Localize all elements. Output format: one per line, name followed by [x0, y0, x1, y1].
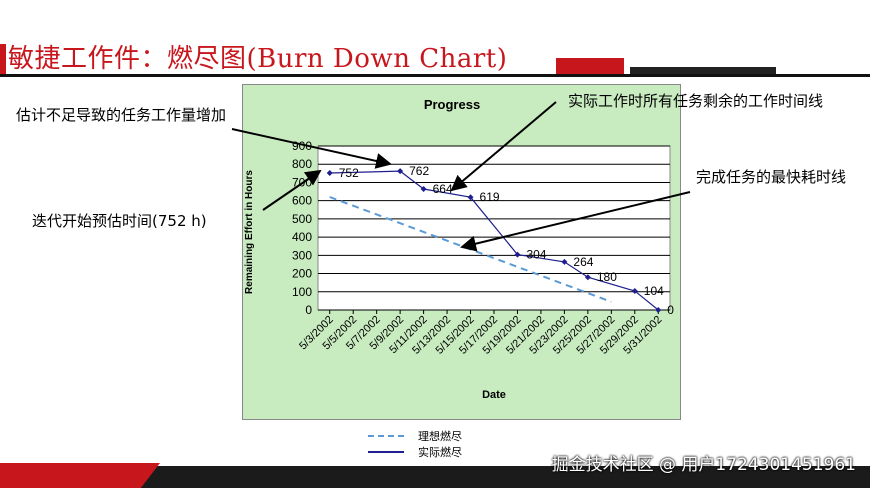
y-tick-label: 500: [292, 212, 312, 226]
arrow-estimate-increase: [231, 128, 392, 169]
callout-actual-line: 实际工作时所有任务剩余的工作时间线: [568, 92, 824, 110]
chart-title: Progress: [424, 97, 480, 112]
data-label: 304: [526, 248, 546, 262]
header-decoration-red: [556, 58, 624, 74]
data-point: [561, 258, 568, 265]
data-label: 180: [597, 270, 617, 284]
data-label: 752: [339, 166, 359, 180]
header-decoration-dark: [630, 67, 776, 75]
data-point: [631, 288, 638, 295]
y-tick-label: 300: [292, 248, 312, 262]
x-axis-label: Date: [482, 389, 506, 401]
data-point: [655, 307, 662, 313]
y-tick-label: 200: [292, 267, 312, 281]
data-point: [584, 274, 591, 281]
data-point: [420, 186, 427, 193]
arrow-iteration-start: [262, 169, 322, 211]
title-divider: [0, 74, 870, 77]
data-label: 664: [433, 182, 453, 196]
callout-fastest-line: 完成任务的最快耗时线: [696, 168, 847, 186]
y-tick-label: 600: [292, 194, 312, 208]
y-tick-label: 100: [292, 285, 312, 299]
data-point: [514, 251, 521, 258]
watermark: 掘金技术社区 @ 用户1724301451961: [551, 455, 856, 475]
data-label: 264: [573, 255, 593, 269]
legend-swatch-actual: [368, 451, 404, 453]
footer-bar: [0, 466, 870, 488]
data-label: 619: [480, 190, 500, 204]
slide-title: 敏捷工作件：燃尽图(Burn Down Chart): [8, 44, 508, 74]
legend-label-actual: 实际燃尽: [418, 446, 462, 459]
legend-swatch-ideal: [368, 435, 404, 437]
chart-legend: 理想燃尽 实际燃尽: [368, 428, 462, 460]
y-tick-label: 800: [292, 157, 312, 171]
y-tick-label: 400: [292, 230, 312, 244]
title-accent-bar: [0, 44, 6, 76]
callout-arrows: [231, 101, 691, 252]
y-axis-label: Remaining Effort in Hours: [244, 170, 255, 294]
legend-item-actual: 实际燃尽: [368, 444, 462, 460]
arrow-fastest-line: [460, 191, 691, 252]
data-point: [467, 194, 474, 201]
callout-iteration-start: 迭代开始预估时间(752 h): [32, 212, 207, 230]
data-label: 762: [409, 164, 429, 178]
legend-item-ideal: 理想燃尽: [368, 428, 462, 444]
callout-estimate-increase: 估计不足导致的任务工作量增加: [16, 106, 227, 124]
data-label: 0: [667, 303, 674, 317]
data-point: [326, 169, 333, 176]
legend-label-ideal: 理想燃尽: [418, 430, 462, 443]
data-point: [397, 168, 404, 175]
footer-accent: [0, 463, 160, 488]
y-tick-label: 0: [305, 303, 312, 317]
data-label: 104: [644, 284, 664, 298]
arrow-actual-line: [450, 101, 557, 192]
